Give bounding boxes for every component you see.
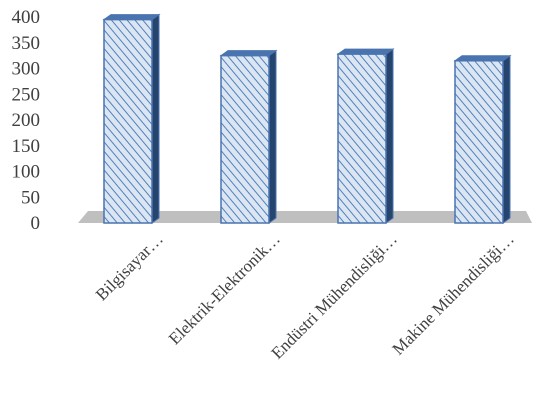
bar-series xyxy=(102,13,512,224)
y-tick-label: 400 xyxy=(12,7,41,28)
y-axis: 0 50 100 150 200 250 300 350 400 xyxy=(12,7,41,234)
bar-3 xyxy=(336,48,395,224)
y-tick-label: 350 xyxy=(12,33,41,54)
bar-side-face xyxy=(385,48,394,224)
chart-floor xyxy=(78,211,532,223)
bar-front-face xyxy=(454,60,504,224)
x-axis: Bilgisayar…Elektrik-Elektronik…Endüstri … xyxy=(92,229,518,362)
bar-top-face xyxy=(219,50,278,57)
bar-top-face xyxy=(102,14,161,21)
x-category-label: Makine Mühendisliği… xyxy=(389,229,518,358)
bar-side-face xyxy=(151,13,160,224)
bar-side-face xyxy=(268,49,277,224)
bar-top-face xyxy=(336,48,395,55)
y-tick-label: 200 xyxy=(12,110,41,131)
floor-plane xyxy=(78,211,532,223)
bar-front-face xyxy=(337,53,387,224)
y-tick-label: 300 xyxy=(12,59,41,80)
bar-2 xyxy=(219,49,278,224)
bar-1 xyxy=(102,13,161,224)
bar-top-face xyxy=(453,55,512,62)
x-category-label: Bilgisayar… xyxy=(92,229,167,304)
y-tick-label: 0 xyxy=(31,213,41,234)
bar-side-face xyxy=(502,54,511,224)
x-category-label: Endüstri Mühendisliği… xyxy=(268,229,401,362)
y-tick-label: 50 xyxy=(21,187,40,208)
x-category-label: Elektrik-Elektronik… xyxy=(165,229,284,348)
y-tick-label: 100 xyxy=(12,162,41,183)
y-tick-label: 250 xyxy=(12,84,41,105)
bar-front-face xyxy=(103,18,153,224)
bar-front-face xyxy=(220,54,270,224)
bar-4 xyxy=(453,54,512,224)
y-tick-label: 150 xyxy=(12,136,41,157)
